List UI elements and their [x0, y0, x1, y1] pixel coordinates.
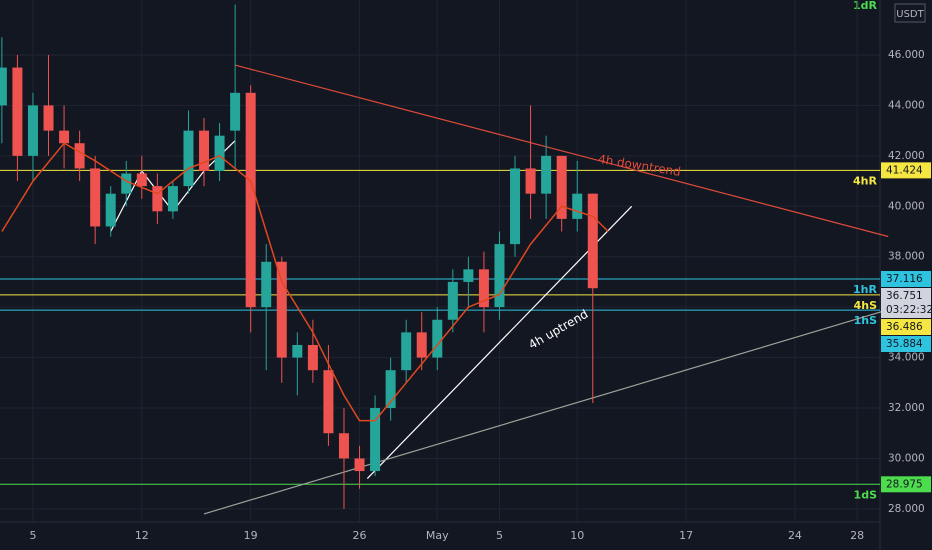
- moving-average: [1, 142, 609, 422]
- candle-body: [136, 173, 147, 187]
- level-name: 1hR: [853, 283, 877, 296]
- candle-body: [447, 281, 458, 320]
- candle-body: [105, 193, 116, 227]
- candle-body: [292, 344, 303, 358]
- candle-body: [572, 193, 583, 219]
- candle-body: [152, 186, 163, 212]
- price-label: 36.486: [886, 321, 923, 333]
- quote-label: USDT: [896, 9, 924, 20]
- candle-body: [245, 92, 256, 308]
- candle-body: [401, 332, 412, 371]
- candle-body: [59, 130, 70, 144]
- y-tick-label: 34.000: [888, 352, 925, 364]
- y-tick-label: 38.000: [888, 251, 925, 263]
- price-box: [881, 319, 931, 336]
- candle-body: [338, 433, 349, 459]
- candle-body: [432, 319, 443, 358]
- x-tick-label: 12: [135, 529, 149, 542]
- x-tick-label: May: [426, 529, 449, 542]
- candle-body: [385, 370, 396, 409]
- candle-body: [27, 105, 38, 156]
- x-tick-label: 24: [788, 529, 802, 542]
- candle-body: [90, 168, 101, 227]
- candle-body: [510, 168, 521, 245]
- x-tick-label: 19: [244, 529, 258, 542]
- level-name: 4hR: [853, 174, 877, 187]
- price-box: [881, 476, 931, 493]
- level-name: 1dR: [853, 0, 878, 12]
- quote-box: [894, 3, 926, 23]
- level-name: 4hS: [854, 299, 877, 312]
- y-tick-label: 40.000: [888, 200, 925, 212]
- trend-line: [203, 309, 889, 515]
- candle-body: [261, 261, 272, 308]
- trend-line: [366, 205, 633, 480]
- y-tick-label: 28.000: [888, 503, 925, 515]
- y-tick-label: 30.000: [888, 452, 925, 464]
- trend-line: [234, 64, 889, 238]
- price-box: [881, 288, 931, 319]
- candle-body: [12, 67, 23, 156]
- candle-body: [556, 155, 567, 219]
- candle-body: [307, 344, 318, 371]
- candle-body: [167, 186, 178, 212]
- candle-body: [214, 135, 225, 171]
- price-label: 41.424: [886, 164, 923, 176]
- candle-body: [323, 370, 334, 434]
- candle-body: [183, 130, 194, 187]
- candle-body: [463, 269, 474, 282]
- x-tick-label: 28: [850, 529, 864, 542]
- candle-body: [276, 261, 287, 358]
- price-box: [881, 336, 931, 353]
- level-name: 1dS: [854, 488, 878, 501]
- candle-body: [478, 269, 489, 308]
- level-name: 1hS: [854, 314, 877, 327]
- price-label: 35.884: [886, 338, 923, 350]
- candle-body: [525, 168, 536, 194]
- candle-body: [416, 332, 427, 358]
- candle-body: [587, 193, 598, 289]
- candle-body: [541, 155, 552, 194]
- y-tick-label: 46.000: [888, 49, 925, 61]
- price-label: 36.751: [886, 290, 923, 302]
- x-tick-label: 26: [353, 529, 367, 542]
- candle-body: [354, 458, 365, 472]
- price-label: 37.116: [886, 273, 923, 285]
- candle-body: [370, 408, 381, 472]
- x-tick-label: 17: [679, 529, 693, 542]
- y-tick-label: 44.000: [888, 99, 925, 111]
- x-tick-label: 5: [496, 529, 503, 542]
- y-tick-label: 42.000: [888, 150, 925, 162]
- candle-body: [121, 173, 132, 194]
- candle-body: [0, 67, 7, 106]
- candle-body: [43, 105, 54, 131]
- price-label: 28.975: [886, 478, 923, 490]
- x-tick-label: 10: [570, 529, 584, 542]
- candle-body: [199, 130, 210, 171]
- candle-body: [230, 92, 241, 131]
- price-countdown: 03:22:32: [886, 304, 932, 316]
- x-tick-label: 5: [29, 529, 36, 542]
- price-box: [881, 271, 931, 288]
- price-box: [881, 162, 931, 179]
- y-tick-label: 32.000: [888, 402, 925, 414]
- candle-body: [74, 143, 85, 169]
- candle-body: [494, 244, 505, 308]
